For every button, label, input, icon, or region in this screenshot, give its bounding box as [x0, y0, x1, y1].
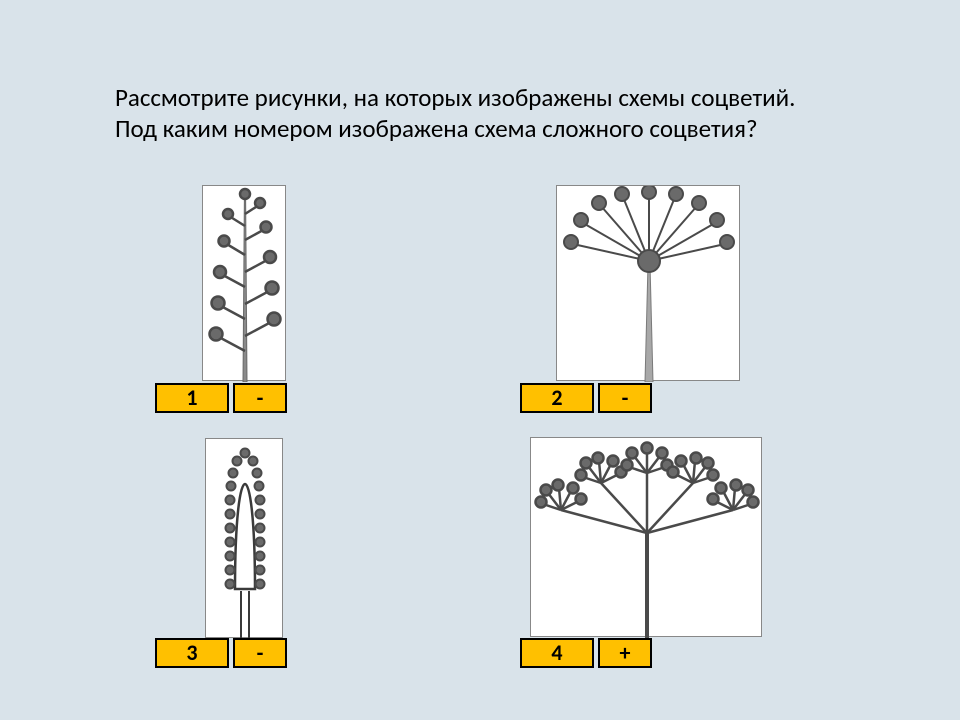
spadix-diagram [206, 439, 284, 639]
slide: Рассмотрите рисунки, на которых изображе… [0, 0, 960, 720]
option-answer-4: + [598, 638, 652, 668]
option-labels-1: 1 - [155, 383, 287, 413]
diagram-panel-2 [556, 185, 740, 381]
option-answer-2: - [598, 383, 652, 413]
umbel-diagram [557, 186, 741, 382]
option-number-2[interactable]: 2 [520, 383, 594, 413]
diagram-panel-3 [205, 438, 283, 638]
option-answer-3: - [233, 638, 287, 668]
option-labels-3: 3 - [155, 638, 287, 668]
option-answer-1: - [233, 383, 287, 413]
diagram-panel-1 [202, 185, 286, 381]
raceme-diagram [203, 186, 287, 382]
option-number-3[interactable]: 3 [155, 638, 229, 668]
question-text: Рассмотрите рисунки, на которых изображе… [115, 82, 835, 145]
option-number-1[interactable]: 1 [155, 383, 229, 413]
option-labels-2: 2 - [520, 383, 652, 413]
option-number-4[interactable]: 4 [520, 638, 594, 668]
option-labels-4: 4 + [520, 638, 652, 668]
compound-umbel-diagram [531, 438, 763, 638]
diagram-panel-4 [530, 437, 762, 637]
